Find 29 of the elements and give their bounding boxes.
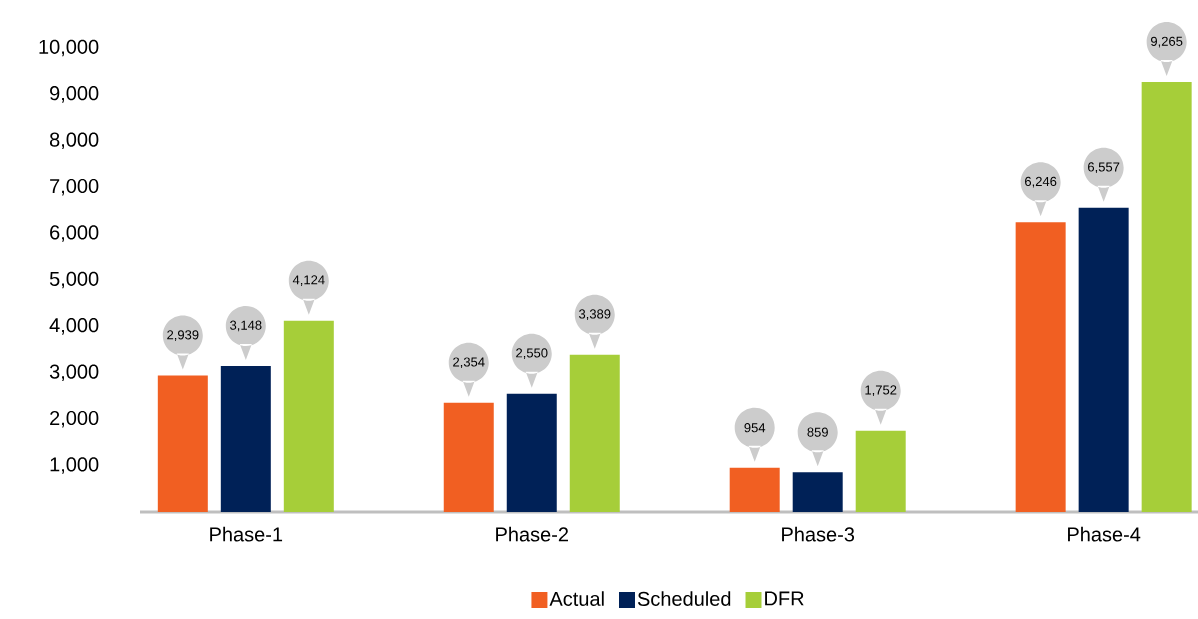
x-tick-label: Phase-2 [496, 526, 568, 542]
y-tick-label: 7,000 [50, 178, 99, 196]
y-tick-label: 3,000 [49, 364, 99, 382]
x-tick-label: Phase-4 [1068, 526, 1141, 542]
legend-label: Actual [549, 591, 604, 606]
y-tick-label: 2,000 [50, 410, 99, 428]
y-tick-label: 10,000 [39, 39, 99, 57]
x-tick-label: Phase-1 [210, 526, 283, 542]
bar [283, 320, 334, 512]
bar [792, 472, 843, 512]
y-tick-label: 6,000 [50, 225, 99, 242]
bar [855, 430, 906, 512]
bar [157, 375, 208, 512]
y-tick-label: 5,000 [49, 271, 99, 289]
y-tick-label: 8,000 [49, 132, 99, 150]
y-tick-label: 4,000 [49, 318, 99, 335]
bar [1078, 207, 1129, 512]
bar [569, 354, 620, 512]
bar [443, 402, 494, 512]
legend-label: DFR [765, 591, 804, 606]
bar [729, 467, 780, 512]
x-tick-label: Phase-3 [782, 526, 855, 542]
y-tick-label: 9,000 [50, 86, 99, 103]
bar [506, 393, 557, 512]
bar [220, 365, 271, 512]
y-tick-label: 1,000 [50, 457, 99, 474]
bar [1141, 82, 1192, 512]
legend-label: Scheduled [637, 591, 731, 606]
bar [1015, 222, 1066, 512]
